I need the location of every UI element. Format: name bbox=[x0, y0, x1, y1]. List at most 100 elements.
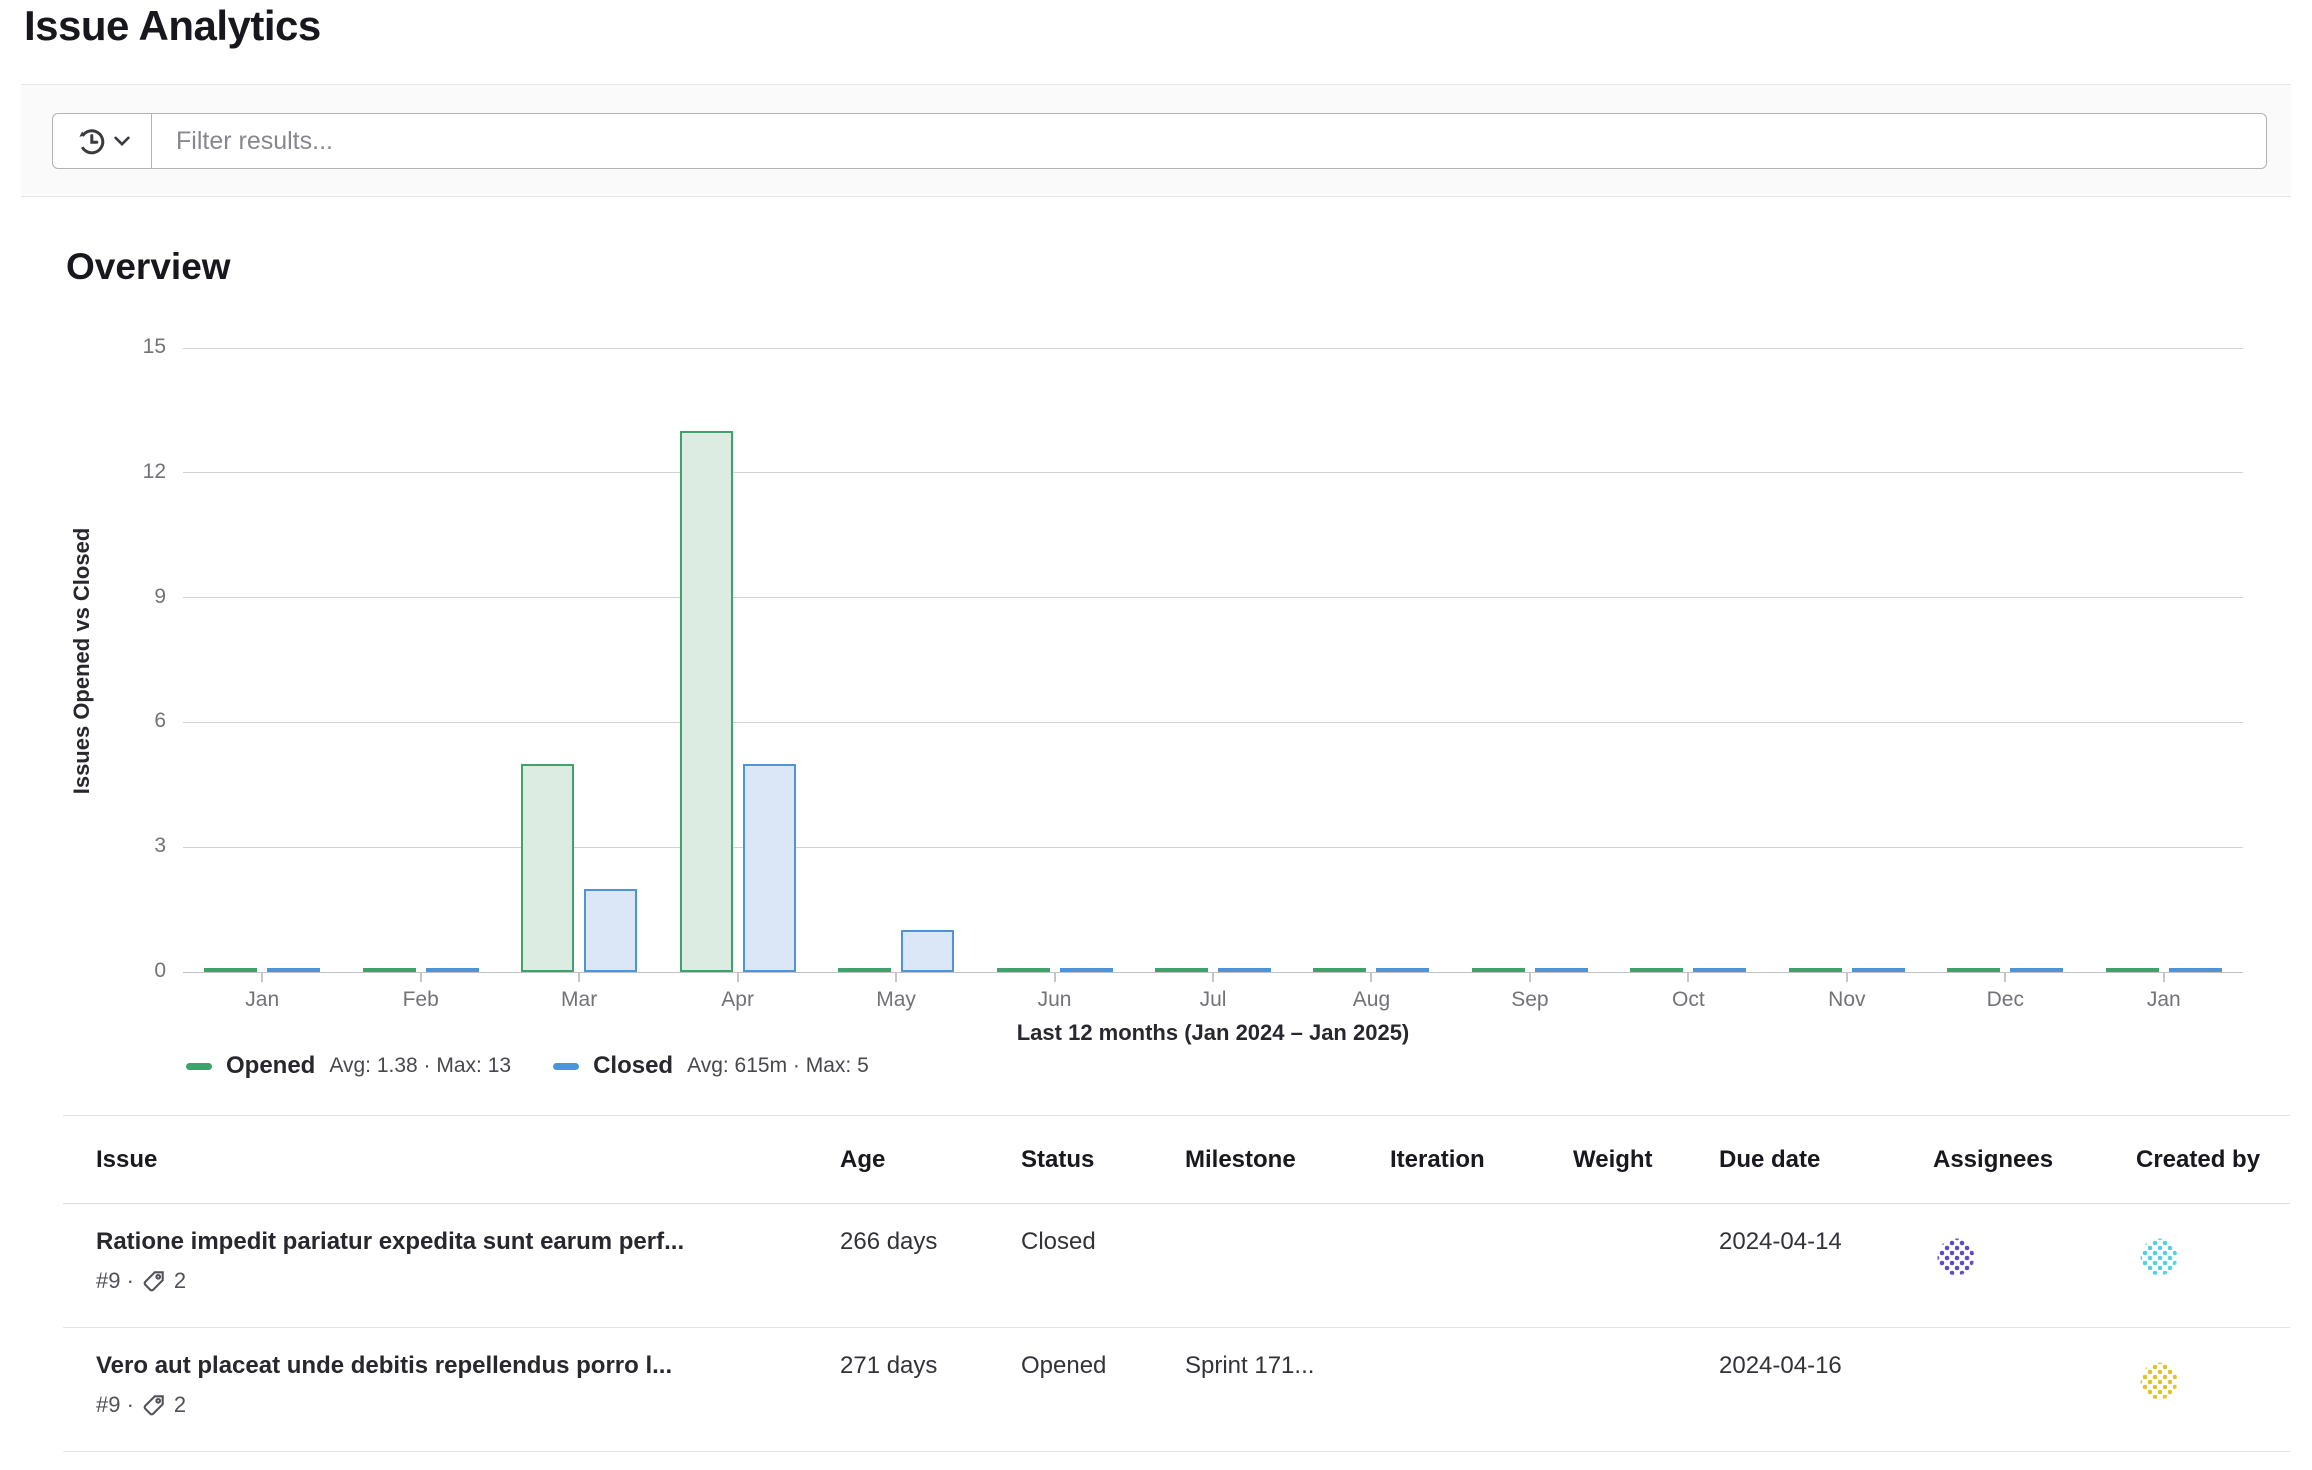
created-by-avatar[interactable] bbox=[2140, 1362, 2178, 1400]
closed-bar-may[interactable] bbox=[901, 930, 955, 972]
x-tick bbox=[1687, 973, 1690, 982]
y-tick-label: 9 bbox=[154, 584, 166, 608]
cell-iteration bbox=[1390, 1352, 1573, 1451]
x-tick bbox=[1845, 973, 1848, 982]
x-tick-label: Sep bbox=[1511, 988, 1549, 1011]
opened-bar-jul[interactable] bbox=[1155, 968, 1208, 972]
label-count[interactable]: 2 bbox=[173, 1392, 187, 1417]
column-header-assignees: Assignees bbox=[1933, 1145, 2054, 1173]
x-tick-label: Aug bbox=[1352, 988, 1391, 1011]
opened-bar-feb[interactable] bbox=[362, 968, 416, 972]
cell-age: 271 days bbox=[840, 1352, 938, 1379]
opened-bar-may[interactable] bbox=[838, 968, 892, 972]
gridline bbox=[183, 971, 2243, 973]
column-header-iteration: Iteration bbox=[1390, 1145, 1485, 1173]
opened-bar-sep[interactable] bbox=[1471, 968, 1525, 972]
x-tick bbox=[1370, 973, 1373, 982]
x-tick-label: Feb bbox=[402, 988, 439, 1011]
issue-ref: #9 · bbox=[96, 1392, 134, 1417]
legend-closed-label[interactable]: Closed bbox=[593, 1052, 674, 1079]
x-tick-label: Oct bbox=[1672, 988, 1705, 1011]
x-tick-label: Dec bbox=[1986, 988, 2024, 1011]
closed-bar-apr[interactable] bbox=[742, 764, 796, 972]
filter-group bbox=[52, 113, 2267, 169]
gridline bbox=[183, 846, 2243, 848]
x-tick bbox=[2162, 973, 2165, 982]
y-tick-label: 6 bbox=[154, 709, 166, 733]
column-header-issue: Issue bbox=[96, 1145, 158, 1173]
closed-bar-jan[interactable] bbox=[2168, 968, 2222, 972]
x-tick-label: Jan bbox=[245, 988, 280, 1011]
column-header-age: Age bbox=[840, 1145, 886, 1173]
closed-bar-feb[interactable] bbox=[425, 968, 479, 972]
issue-title-link[interactable]: Ratione impedit pariatur expedita sunt e… bbox=[96, 1228, 685, 1255]
cell-status: Closed bbox=[1021, 1228, 1096, 1255]
column-header-due-date: Due date bbox=[1719, 1145, 1821, 1173]
filter-results-input[interactable] bbox=[152, 113, 2267, 169]
legend-closed-stats: Avg: 615m · Max: 5 bbox=[687, 1054, 869, 1077]
opened-bar-jun[interactable] bbox=[996, 968, 1050, 972]
cell-milestone: Sprint 171... bbox=[1185, 1352, 1315, 1379]
label-count[interactable]: 2 bbox=[173, 1268, 187, 1293]
issues-table: Issue Age Status Milestone Iteration Wei… bbox=[63, 1115, 2290, 1452]
x-tick-label: May bbox=[876, 988, 916, 1011]
y-axis-title: Issues Opened vs Closed bbox=[69, 527, 94, 795]
label-tag-icon bbox=[142, 1269, 166, 1293]
gridline bbox=[183, 721, 2243, 723]
column-header-milestone: Milestone bbox=[1185, 1145, 1296, 1173]
legend-opened-label[interactable]: Opened bbox=[226, 1052, 316, 1079]
cell-milestone bbox=[1185, 1228, 1390, 1327]
history-icon bbox=[75, 125, 107, 157]
opened-bar-apr[interactable] bbox=[679, 431, 733, 972]
x-tick-label: Mar bbox=[561, 988, 598, 1011]
chart-legend: Opened Avg: 1.38 · Max: 13 Closed Avg: 6… bbox=[186, 1052, 897, 1080]
opened-bar-oct[interactable] bbox=[1630, 968, 1684, 972]
x-tick-label: Jul bbox=[1199, 988, 1227, 1011]
closed-bar-jul[interactable] bbox=[1218, 968, 1271, 972]
opened-bar-jan[interactable] bbox=[2105, 968, 2159, 972]
column-header-weight: Weight bbox=[1573, 1145, 1653, 1173]
closed-bar-jun[interactable] bbox=[1059, 968, 1113, 972]
x-tick-label: Nov bbox=[1828, 988, 1866, 1011]
gridline bbox=[183, 597, 2243, 599]
x-tick-label: Apr bbox=[721, 988, 754, 1011]
x-tick-label: Jun bbox=[1037, 988, 1072, 1011]
opened-bar-jan[interactable] bbox=[204, 968, 258, 972]
x-tick-label: Jan bbox=[2146, 988, 2181, 1011]
cell-status: Opened bbox=[1021, 1352, 1107, 1379]
filter-history-button[interactable] bbox=[52, 113, 152, 169]
y-tick-label: 12 bbox=[142, 459, 166, 483]
x-axis-title: Last 12 months (Jan 2024 – Jan 2025) bbox=[1016, 1020, 1410, 1045]
x-tick bbox=[261, 973, 264, 982]
x-tick bbox=[419, 973, 422, 982]
cell-iteration bbox=[1390, 1228, 1573, 1327]
closed-bar-jan[interactable] bbox=[267, 968, 321, 972]
closed-bar-nov[interactable] bbox=[1851, 968, 1905, 972]
issue-ref: #9 · bbox=[96, 1268, 134, 1293]
assignee-avatar[interactable] bbox=[1937, 1238, 1975, 1276]
label-tag-icon bbox=[142, 1393, 166, 1417]
legend-opened-stats: Avg: 1.38 · Max: 13 bbox=[329, 1054, 512, 1077]
opened-bar-dec[interactable] bbox=[1947, 968, 2001, 972]
y-tick-label: 3 bbox=[154, 834, 166, 858]
table-header-row: Issue Age Status Milestone Iteration Wei… bbox=[63, 1116, 2290, 1204]
opened-bar-mar[interactable] bbox=[521, 764, 575, 972]
page-title: Issue Analytics bbox=[24, 2, 321, 49]
table-row: Vero aut placeat unde debitis repellendu… bbox=[63, 1328, 2290, 1452]
y-tick-label: 15 bbox=[142, 335, 166, 358]
closed-bar-aug[interactable] bbox=[1376, 968, 1430, 972]
closed-bar-dec[interactable] bbox=[2010, 968, 2064, 972]
issues-opened-vs-closed-chart: Issues Opened vs Closed Last 12 months (… bbox=[0, 330, 2312, 1130]
closed-bar-mar[interactable] bbox=[584, 888, 638, 972]
legend-opened-swatch[interactable] bbox=[186, 1062, 212, 1070]
legend-closed-swatch[interactable] bbox=[553, 1062, 580, 1070]
opened-bar-nov[interactable] bbox=[1788, 968, 1842, 972]
cell-due-date: 2024-04-14 bbox=[1719, 1228, 1842, 1255]
closed-bar-oct[interactable] bbox=[1693, 968, 1747, 972]
issue-title-link[interactable]: Vero aut placeat unde debitis repellendu… bbox=[96, 1352, 673, 1379]
opened-bar-aug[interactable] bbox=[1313, 968, 1367, 972]
x-tick bbox=[578, 973, 581, 982]
created-by-avatar[interactable] bbox=[2140, 1238, 2178, 1276]
closed-bar-sep[interactable] bbox=[1534, 968, 1588, 972]
